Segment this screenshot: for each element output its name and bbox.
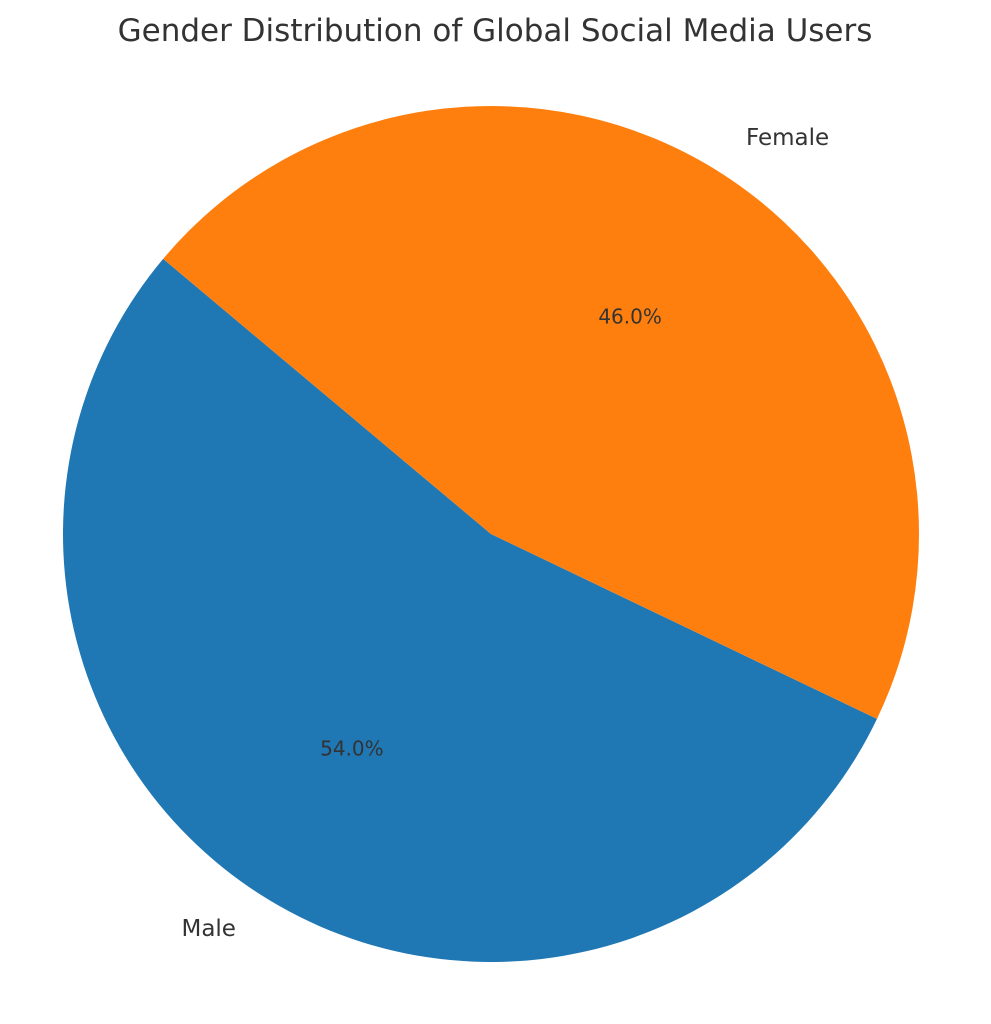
slice-label-female: Female xyxy=(746,125,829,151)
pie-labels: Male 54.0% Female 46.0% xyxy=(181,125,829,942)
pie-slice-female xyxy=(163,106,919,719)
pie-slices xyxy=(62,106,919,963)
slice-label-male: Male xyxy=(181,916,235,942)
slice-percent-female: 46.0% xyxy=(598,305,662,329)
chart-title: Gender Distribution of Global Social Med… xyxy=(118,13,873,49)
pie-slice-male xyxy=(62,258,877,963)
slice-percent-male: 54.0% xyxy=(320,736,384,760)
